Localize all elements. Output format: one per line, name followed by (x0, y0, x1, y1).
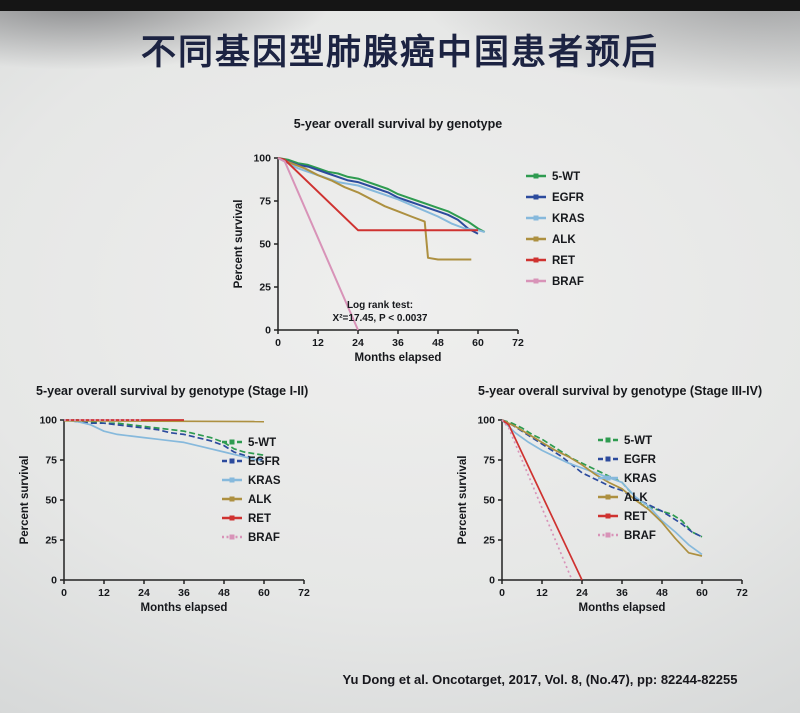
svg-text:5-year overall survival by gen: 5-year overall survival by genotype (Sta… (478, 384, 762, 398)
svg-text:Percent survival: Percent survival (19, 456, 31, 545)
svg-text:0: 0 (275, 337, 281, 349)
svg-text:12: 12 (98, 587, 110, 599)
svg-text:ALK: ALK (248, 494, 272, 506)
svg-text:EGFR: EGFR (552, 192, 585, 204)
svg-text:12: 12 (312, 337, 324, 349)
svg-text:BRAF: BRAF (552, 276, 584, 288)
svg-text:100: 100 (477, 415, 495, 427)
svg-text:BRAF: BRAF (624, 530, 656, 542)
svg-text:50: 50 (483, 495, 495, 507)
stage-3-4-survival-chart: 5-year overall survival by genotype (Sta… (457, 384, 762, 614)
svg-text:RET: RET (624, 511, 647, 523)
svg-text:72: 72 (512, 337, 524, 349)
svg-text:0: 0 (61, 587, 67, 599)
svg-text:48: 48 (432, 337, 444, 349)
svg-text:36: 36 (616, 587, 628, 599)
svg-text:75: 75 (483, 455, 495, 467)
svg-text:ALK: ALK (624, 492, 648, 504)
svg-text:Log rank test:: Log rank test: (347, 300, 413, 311)
svg-text:KRAS: KRAS (624, 473, 657, 485)
svg-text:BRAF: BRAF (248, 532, 280, 544)
svg-text:25: 25 (259, 282, 271, 294)
svg-text:5-WT: 5-WT (552, 171, 580, 183)
svg-text:36: 36 (178, 587, 190, 599)
svg-text:60: 60 (258, 587, 270, 599)
svg-text:50: 50 (45, 495, 57, 507)
svg-text:5-year overall survival by gen: 5-year overall survival by genotype (Sta… (36, 384, 308, 398)
svg-text:EGFR: EGFR (248, 456, 281, 468)
svg-text:75: 75 (45, 455, 57, 467)
svg-text:24: 24 (576, 587, 588, 599)
svg-text:0: 0 (51, 575, 57, 587)
svg-text:50: 50 (259, 239, 271, 251)
svg-text:24: 24 (352, 337, 364, 349)
svg-text:36: 36 (392, 337, 404, 349)
svg-text:25: 25 (45, 535, 57, 547)
svg-text:X²=17.45, P < 0.0037: X²=17.45, P < 0.0037 (333, 313, 428, 324)
svg-text:EGFR: EGFR (624, 454, 657, 466)
photo-top-edge (0, 0, 800, 11)
svg-text:0: 0 (489, 575, 495, 587)
svg-text:0: 0 (499, 587, 505, 599)
svg-text:75: 75 (259, 196, 271, 208)
svg-text:48: 48 (656, 587, 668, 599)
overall-survival-chart: 5-year overall survival by genotype 0 12 24… (233, 117, 585, 364)
svg-text:12: 12 (536, 587, 548, 599)
svg-text:Percent survival: Percent survival (233, 200, 245, 289)
svg-text:72: 72 (736, 587, 748, 599)
svg-text:KRAS: KRAS (248, 475, 281, 487)
svg-text:5-year overall survival by gen: 5-year overall survival by genotype (294, 117, 502, 131)
svg-text:ALK: ALK (552, 234, 576, 246)
svg-text:Months elapsed: Months elapsed (141, 602, 228, 614)
svg-text:Percent survival: Percent survival (457, 456, 469, 545)
svg-text:0: 0 (265, 325, 271, 337)
svg-text:24: 24 (138, 587, 150, 599)
svg-text:RET: RET (552, 255, 575, 267)
svg-text:KRAS: KRAS (552, 213, 585, 225)
svg-text:72: 72 (298, 587, 310, 599)
svg-text:Months elapsed: Months elapsed (579, 602, 666, 614)
svg-text:100: 100 (39, 415, 57, 427)
svg-text:100: 100 (253, 153, 271, 165)
stage-1-2-survival-chart: 5-year overall survival by genotype (Sta… (19, 384, 310, 614)
citation: Yu Dong et al. Oncotarget, 2017, Vol. 8,… (342, 672, 738, 687)
svg-text:5-WT: 5-WT (624, 435, 652, 447)
svg-text:60: 60 (696, 587, 708, 599)
svg-text:RET: RET (248, 513, 271, 525)
svg-text:Months elapsed: Months elapsed (355, 352, 442, 364)
svg-text:60: 60 (472, 337, 484, 349)
svg-text:5-WT: 5-WT (248, 437, 276, 449)
svg-text:25: 25 (483, 535, 495, 547)
slide-title: 不同基因型肺腺癌中国患者预后 (140, 33, 659, 72)
svg-text:48: 48 (218, 587, 230, 599)
